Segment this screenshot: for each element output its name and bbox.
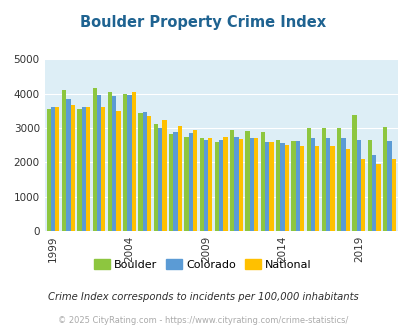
Bar (306, 128, 310, 231)
Bar (341, 138, 345, 231)
Bar (260, 132, 264, 231)
Bar (330, 146, 334, 231)
Bar (269, 143, 273, 231)
Bar (116, 111, 120, 231)
Bar (299, 146, 303, 231)
Bar (131, 92, 136, 231)
Bar (264, 142, 269, 231)
Bar (325, 138, 330, 231)
Bar (371, 155, 375, 231)
Bar (321, 128, 325, 231)
Bar (62, 90, 66, 231)
Bar (188, 133, 192, 231)
Bar (55, 108, 60, 231)
Bar (295, 142, 299, 231)
Bar (314, 146, 319, 231)
Bar (345, 149, 349, 231)
Bar (284, 145, 288, 231)
Bar (173, 132, 177, 231)
Bar (279, 143, 284, 231)
Bar (223, 137, 227, 231)
Bar (192, 130, 196, 231)
Bar (123, 94, 127, 231)
Bar (147, 116, 151, 231)
Bar (382, 127, 386, 231)
Bar (391, 159, 395, 231)
Bar (230, 130, 234, 231)
Bar (245, 131, 249, 231)
Bar (360, 159, 364, 231)
Bar (162, 120, 166, 231)
Bar (249, 138, 254, 231)
Bar (234, 137, 238, 231)
Bar (47, 109, 51, 231)
Bar (96, 95, 101, 231)
Bar (127, 95, 131, 231)
Bar (177, 126, 181, 231)
Bar (101, 107, 105, 231)
Bar (199, 138, 203, 231)
Bar (108, 92, 112, 231)
Bar (85, 107, 90, 231)
Bar (356, 140, 360, 231)
Bar (70, 105, 75, 231)
Bar (142, 112, 147, 231)
Bar (336, 128, 341, 231)
Bar (203, 140, 208, 231)
Bar (310, 138, 314, 231)
Bar (367, 140, 371, 231)
Bar (184, 137, 188, 231)
Bar (153, 124, 158, 231)
Bar (92, 88, 96, 231)
Bar (290, 141, 295, 231)
Text: Crime Index corresponds to incidents per 100,000 inhabitants: Crime Index corresponds to incidents per… (47, 292, 358, 302)
Bar (375, 164, 379, 231)
Bar (214, 142, 219, 231)
Bar (138, 113, 142, 231)
Bar (51, 108, 55, 231)
Bar (77, 109, 81, 231)
Text: Boulder Property Crime Index: Boulder Property Crime Index (80, 15, 325, 30)
Bar (81, 108, 85, 231)
Bar (208, 138, 212, 231)
Bar (158, 128, 162, 231)
Bar (254, 138, 258, 231)
Bar (386, 141, 391, 231)
Bar (168, 134, 173, 231)
Bar (352, 115, 356, 231)
Bar (238, 139, 242, 231)
Bar (66, 99, 70, 231)
Text: © 2025 CityRating.com - https://www.cityrating.com/crime-statistics/: © 2025 CityRating.com - https://www.city… (58, 316, 347, 325)
Legend: Boulder, Colorado, National: Boulder, Colorado, National (90, 255, 315, 274)
Bar (112, 96, 116, 231)
Bar (275, 140, 279, 231)
Bar (219, 140, 223, 231)
